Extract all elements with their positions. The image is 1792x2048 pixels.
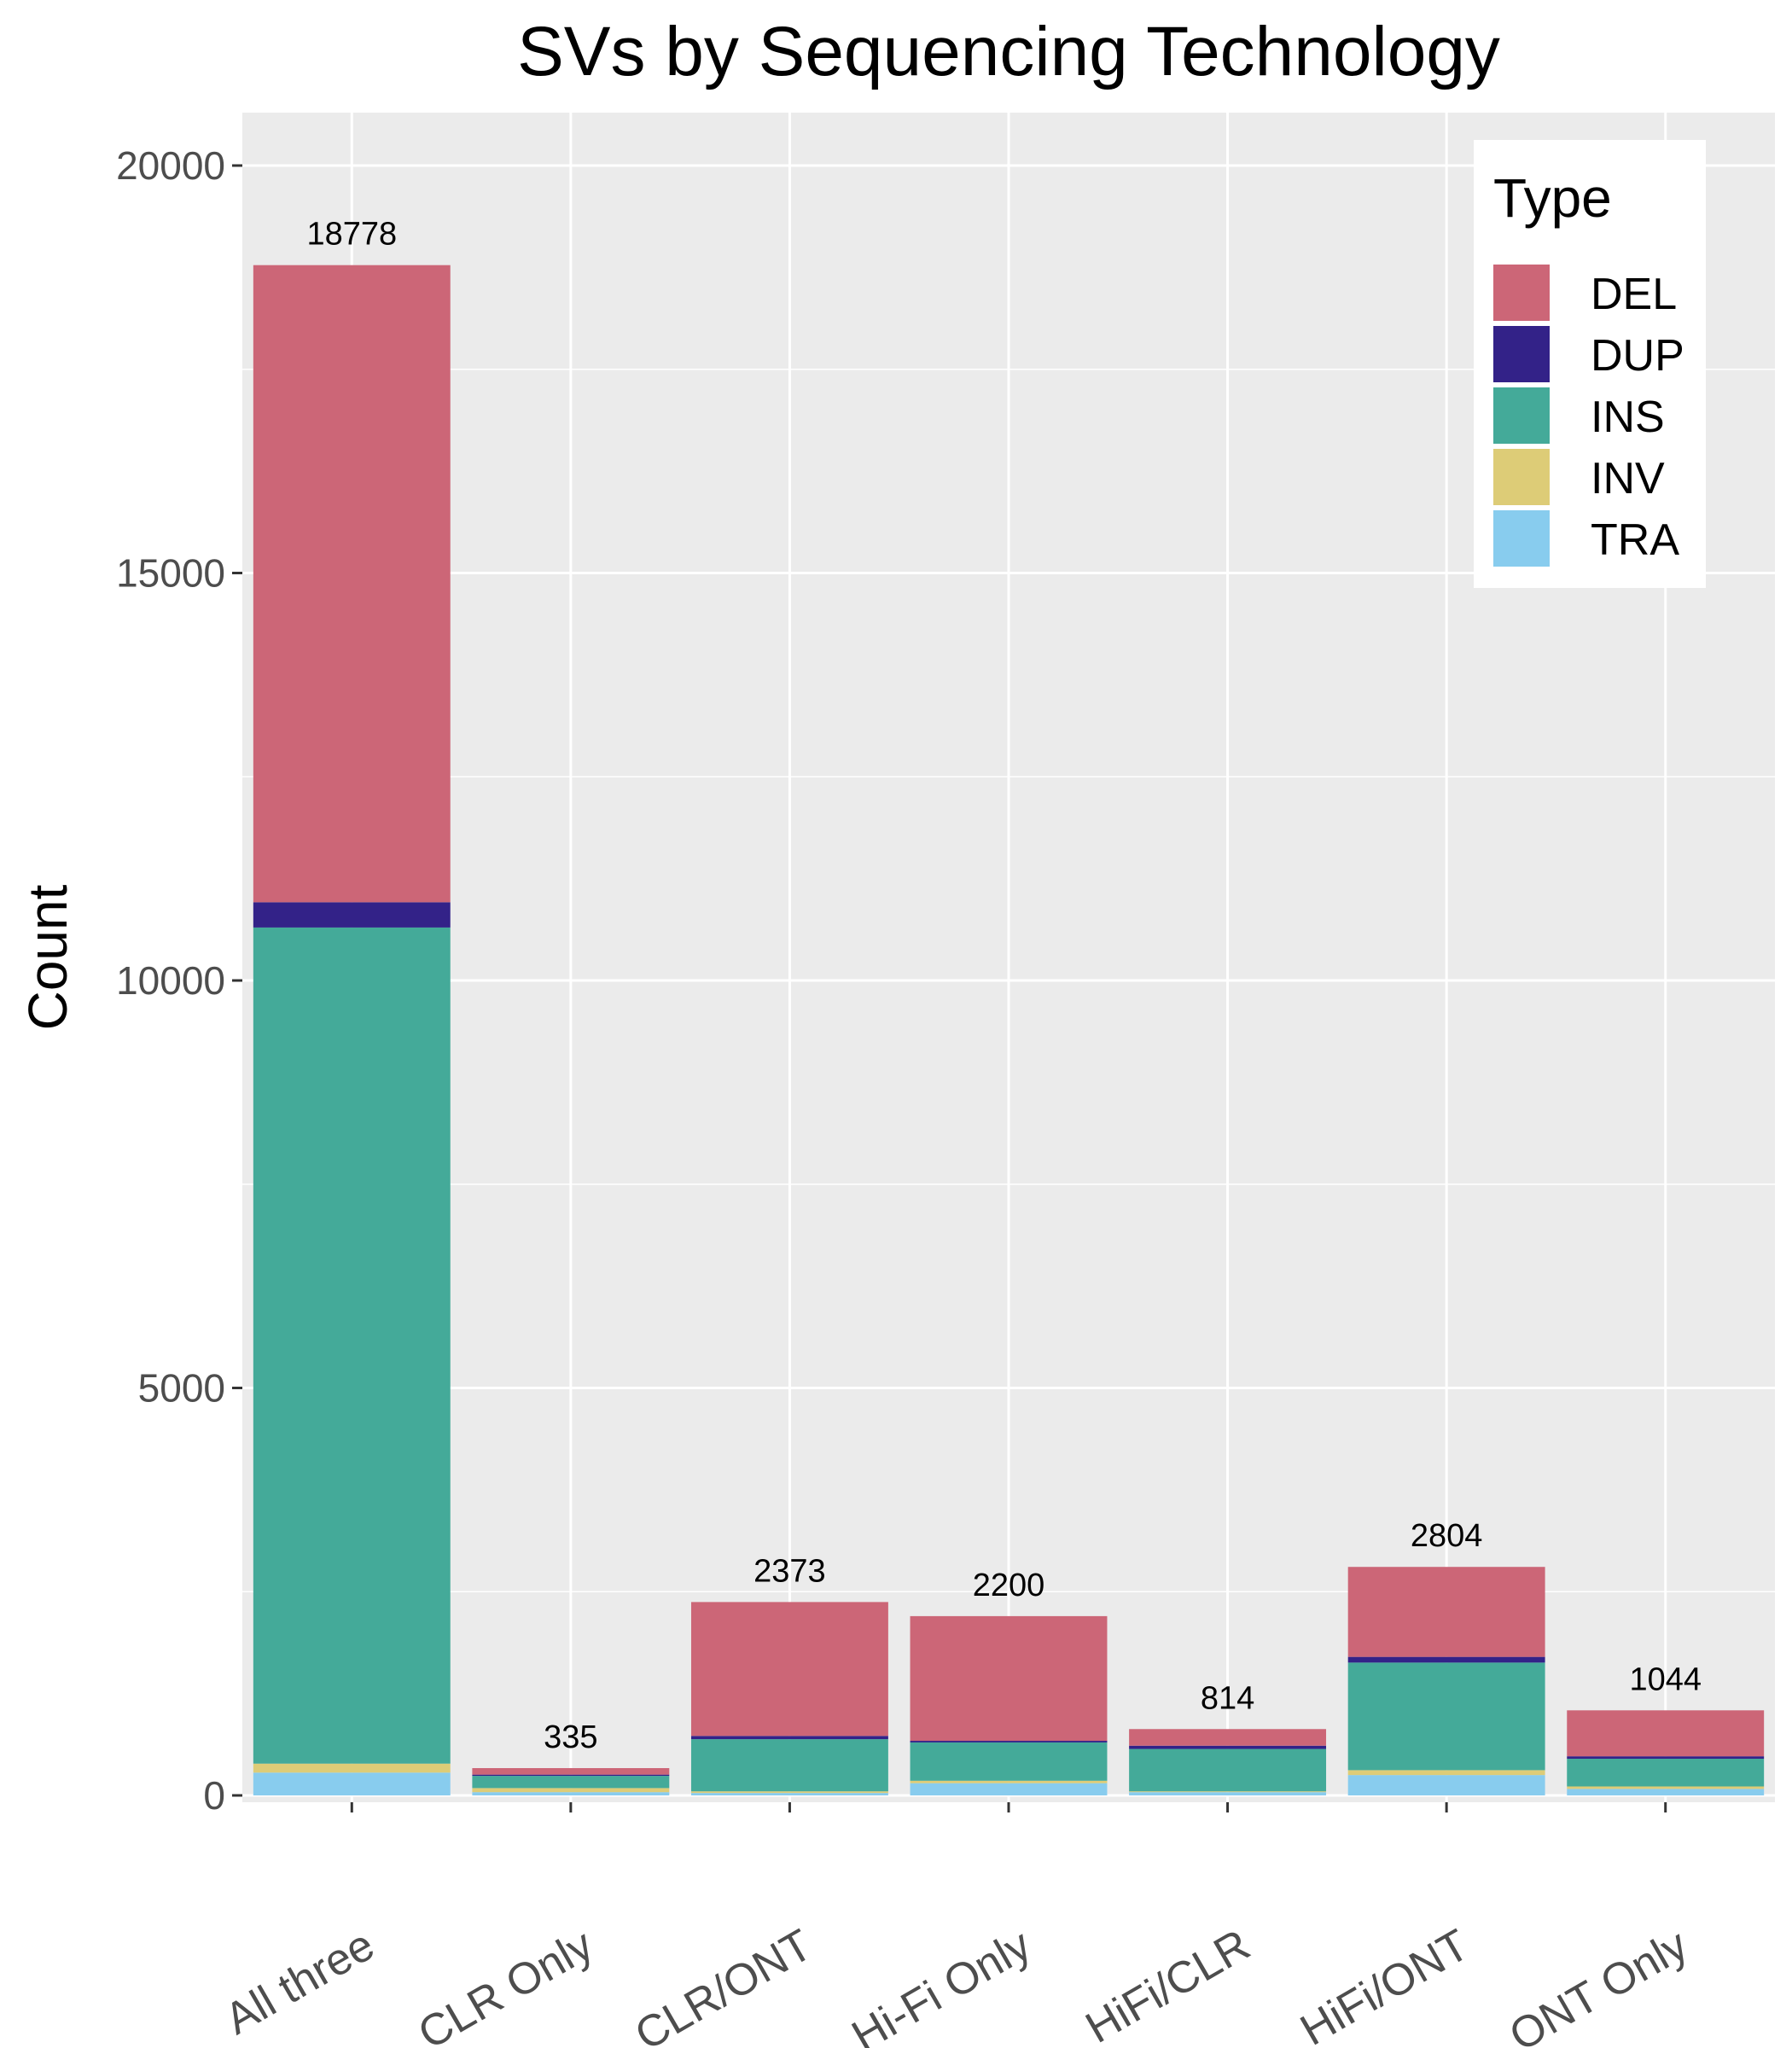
bar-segment-inv — [1567, 1786, 1765, 1789]
legend-label-ins: INS — [1591, 393, 1665, 442]
y-tick-label: 5000 — [138, 1366, 225, 1411]
bar-total-label: 2373 — [753, 1553, 826, 1589]
total-labels: 18778 335 2373 2200 814 2804 1044 — [306, 217, 1702, 1755]
legend-label-inv: INV — [1591, 454, 1665, 503]
bar-segment-ins — [1567, 1759, 1765, 1787]
bar-segment-ins — [690, 1739, 888, 1792]
bar-segment-del — [690, 1602, 888, 1737]
bar-segment-ins — [1129, 1748, 1327, 1792]
legend-key-inv — [1493, 449, 1550, 505]
bar-total-label: 1044 — [1629, 1661, 1702, 1697]
bar-segment-dup — [1347, 1656, 1545, 1663]
bar-segment-del — [1567, 1710, 1765, 1757]
bar-segment-inv — [1347, 1770, 1545, 1776]
bar-segment-dup — [253, 902, 451, 928]
bar-segment-ins — [253, 927, 451, 1764]
bar-segment-dup — [472, 1774, 670, 1777]
x-tick-label: Hi-Fi Only — [844, 1920, 1039, 2048]
legend-key-dup — [1493, 326, 1550, 382]
legend: Type DEL DUP INS INV TRA — [1474, 140, 1706, 588]
bar-segment-ins — [910, 1742, 1108, 1781]
bar-segment-dup — [690, 1736, 888, 1740]
legend-label-tra: TRA — [1591, 515, 1679, 565]
bar-segment-tra — [472, 1792, 670, 1795]
legend-label-del: DEL — [1591, 270, 1677, 319]
bar-segment-inv — [690, 1791, 888, 1794]
bar-segment-ins — [1347, 1662, 1545, 1771]
bar-segment-del — [472, 1768, 670, 1775]
legend-key-del — [1493, 265, 1550, 321]
bar-segment-del — [253, 265, 451, 903]
legend-title: Type — [1493, 167, 1612, 229]
bar-segment-del — [1347, 1567, 1545, 1657]
bar-total-label: 18778 — [306, 217, 397, 253]
x-tick-label: CLR Only — [410, 1920, 602, 2048]
bar-segment-del — [910, 1615, 1108, 1742]
bar-segment-inv — [910, 1780, 1108, 1783]
bar-total-label: 814 — [1201, 1680, 1254, 1716]
y-axis: 0 5000 10000 15000 20000 — [116, 143, 242, 1818]
legend-label-dup: DUP — [1591, 331, 1684, 381]
x-tick-label: All three — [217, 1920, 382, 2045]
bar-segment-tra — [253, 1772, 451, 1795]
bar-segment-dup — [1567, 1756, 1765, 1760]
y-tick-label: 10000 — [116, 958, 225, 1003]
bars — [253, 265, 1765, 1795]
bar-segment-dup — [1129, 1745, 1327, 1749]
bar-segment-tra — [910, 1783, 1108, 1795]
bar-total-label: 2200 — [973, 1568, 1045, 1603]
y-tick-label: 15000 — [116, 551, 225, 596]
bar-segment-inv — [472, 1788, 670, 1793]
y-axis-label: Count — [17, 884, 79, 1030]
bar-segment-tra — [690, 1793, 888, 1795]
bar-total-label: 335 — [544, 1719, 597, 1755]
bar-segment-tra — [1567, 1789, 1765, 1795]
x-axis: All three CLR Only CLR/ONT Hi-Fi Only HiFi/C… — [217, 1802, 1696, 2048]
legend-key-ins — [1493, 387, 1550, 444]
bar-segment-del — [1129, 1729, 1327, 1746]
chart-title: SVs by Sequencing Technology — [517, 13, 1500, 90]
bar-total-label: 2804 — [1411, 1518, 1483, 1554]
legend-key-tra — [1493, 510, 1550, 567]
x-tick-label: CLR/ONT — [627, 1920, 821, 2048]
bar-segment-dup — [910, 1741, 1108, 1743]
bar-segment-tra — [1347, 1775, 1545, 1795]
x-tick-label: ONT Only — [1501, 1920, 1696, 2048]
y-tick-label: 0 — [203, 1773, 225, 1818]
y-tick-label: 20000 — [116, 143, 225, 188]
bar-segment-inv — [253, 1763, 451, 1773]
x-tick-label: HiFi/CLR — [1078, 1920, 1259, 2048]
bar-segment-tra — [1129, 1792, 1327, 1795]
x-tick-label: HiFi/ONT — [1293, 1920, 1478, 2048]
bar-segment-ins — [472, 1776, 670, 1789]
bar-segment-inv — [1129, 1791, 1327, 1793]
